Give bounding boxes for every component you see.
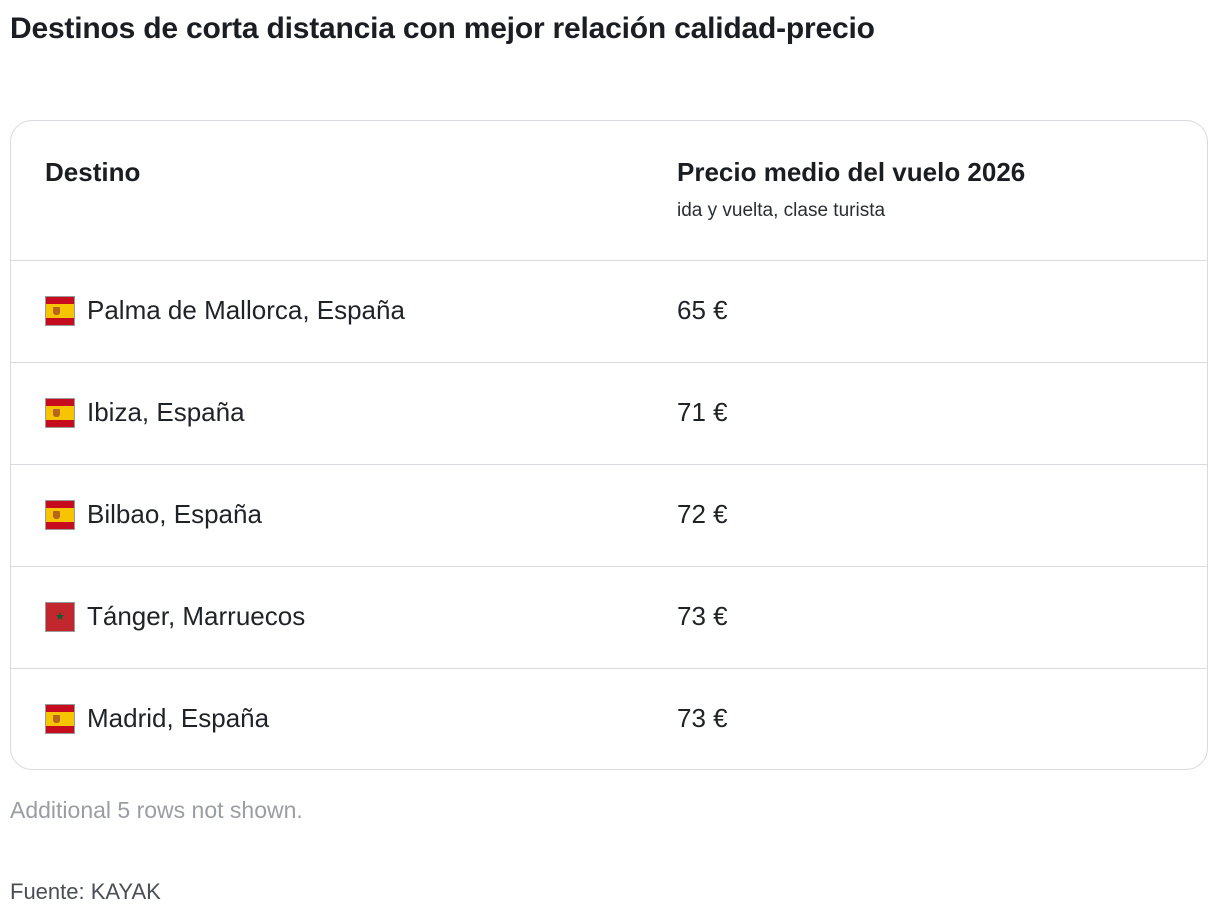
column-subheader-price: ida y vuelta, clase turista [677, 200, 886, 221]
destination-cell: Tánger, Marruecos [87, 601, 306, 631]
destination-cell: Palma de Mallorca, España [87, 295, 405, 325]
price-cell: 73 € [677, 601, 728, 631]
price-cell: 73 € [677, 703, 728, 733]
table-header: Destino Precio medio del vuelo 2026 ida … [11, 121, 1207, 261]
spain-flag-icon [45, 500, 75, 530]
price-cell: 65 € [677, 295, 728, 325]
spain-flag-icon [45, 704, 75, 734]
price-cell: 72 € [677, 499, 728, 529]
table-row: Palma de Mallorca, España 65 € [11, 261, 1207, 363]
page-title: Destinos de corta distancia con mejor re… [10, 12, 875, 45]
table-row: Bilbao, España 72 € [11, 465, 1207, 567]
morocco-flag-icon: ★ [45, 602, 75, 632]
price-table: Destino Precio medio del vuelo 2026 ida … [10, 120, 1208, 770]
column-header-price: Precio medio del vuelo 2026 [677, 157, 1026, 187]
source-credit: Fuente: KAYAK [10, 879, 161, 904]
table-row: Ibiza, España 71 € [11, 363, 1207, 465]
spain-flag-icon [45, 398, 75, 428]
column-header-destination: Destino [45, 157, 141, 187]
price-cell: 71 € [677, 397, 728, 427]
table-body: Palma de Mallorca, España 65 € Ibiza, Es… [11, 261, 1207, 769]
destination-cell: Madrid, España [87, 703, 270, 733]
table-row: Madrid, España 73 € [11, 669, 1207, 769]
spain-flag-icon [45, 296, 75, 326]
destination-cell: Ibiza, España [87, 397, 245, 427]
table-row: ★ Tánger, Marruecos 73 € [11, 567, 1207, 669]
rows-hidden-note: Additional 5 rows not shown. [10, 797, 303, 823]
destination-cell: Bilbao, España [87, 499, 262, 529]
